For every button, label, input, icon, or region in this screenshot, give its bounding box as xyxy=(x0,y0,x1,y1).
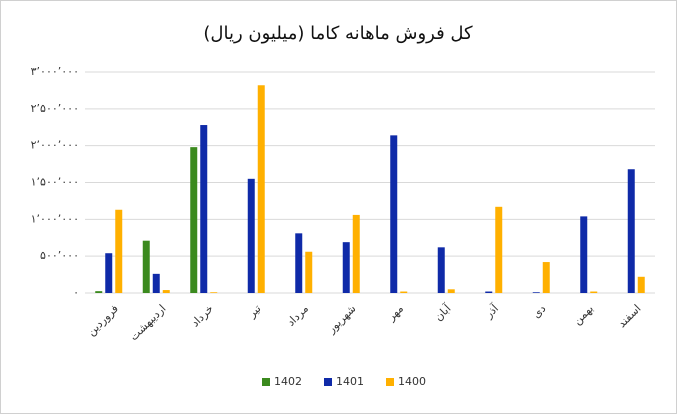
y-tick-label: ۱٬۰۰۰٬۰۰۰ xyxy=(31,212,79,225)
bar xyxy=(637,276,645,293)
bar xyxy=(152,273,160,293)
bar xyxy=(485,291,493,293)
bar xyxy=(142,240,150,293)
legend-label: 1402 xyxy=(274,375,302,388)
chart-title: کل فروش ماهانه کاما (میلیون ریال) xyxy=(203,23,473,44)
bar xyxy=(532,292,540,293)
bar xyxy=(495,206,503,293)
legend-swatch xyxy=(262,378,270,386)
bar xyxy=(200,125,208,293)
bar xyxy=(95,291,103,293)
legend-swatch xyxy=(386,378,394,386)
y-tick-label: ۳٬۰۰۰٬۰۰۰ xyxy=(31,65,79,78)
legend-label: 1400 xyxy=(398,375,426,388)
legend-swatch xyxy=(324,378,332,386)
bar xyxy=(437,247,445,293)
bar xyxy=(352,214,360,293)
legend-label: 1401 xyxy=(336,375,364,388)
y-tick-label: ۱٬۵۰۰٬۰۰۰ xyxy=(31,176,79,189)
bar xyxy=(542,262,550,293)
bar xyxy=(447,289,455,293)
bar xyxy=(295,233,303,293)
bar xyxy=(190,147,198,293)
bar xyxy=(247,178,255,293)
bar xyxy=(627,169,635,293)
bar xyxy=(210,292,218,293)
bar xyxy=(400,291,408,293)
bar xyxy=(105,253,113,293)
y-tick-label: ۵۰۰٬۰۰۰ xyxy=(40,249,79,262)
y-tick-label: ۲٬۰۰۰٬۰۰۰ xyxy=(31,139,79,152)
y-tick-label: ۰ xyxy=(73,286,79,299)
bar xyxy=(590,291,598,293)
bar xyxy=(390,135,398,293)
y-tick-label: ۲٬۵۰۰٬۰۰۰ xyxy=(31,102,79,115)
bar xyxy=(162,290,170,293)
bar xyxy=(115,209,123,293)
bar xyxy=(305,251,313,293)
bar xyxy=(580,216,588,293)
bar xyxy=(257,85,265,293)
bar xyxy=(342,242,350,293)
